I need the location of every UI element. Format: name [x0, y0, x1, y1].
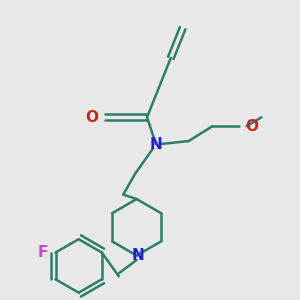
Text: N: N — [132, 248, 145, 263]
Text: O: O — [245, 119, 258, 134]
Text: F: F — [38, 245, 48, 260]
Text: N: N — [150, 136, 162, 152]
Text: O: O — [85, 110, 98, 125]
